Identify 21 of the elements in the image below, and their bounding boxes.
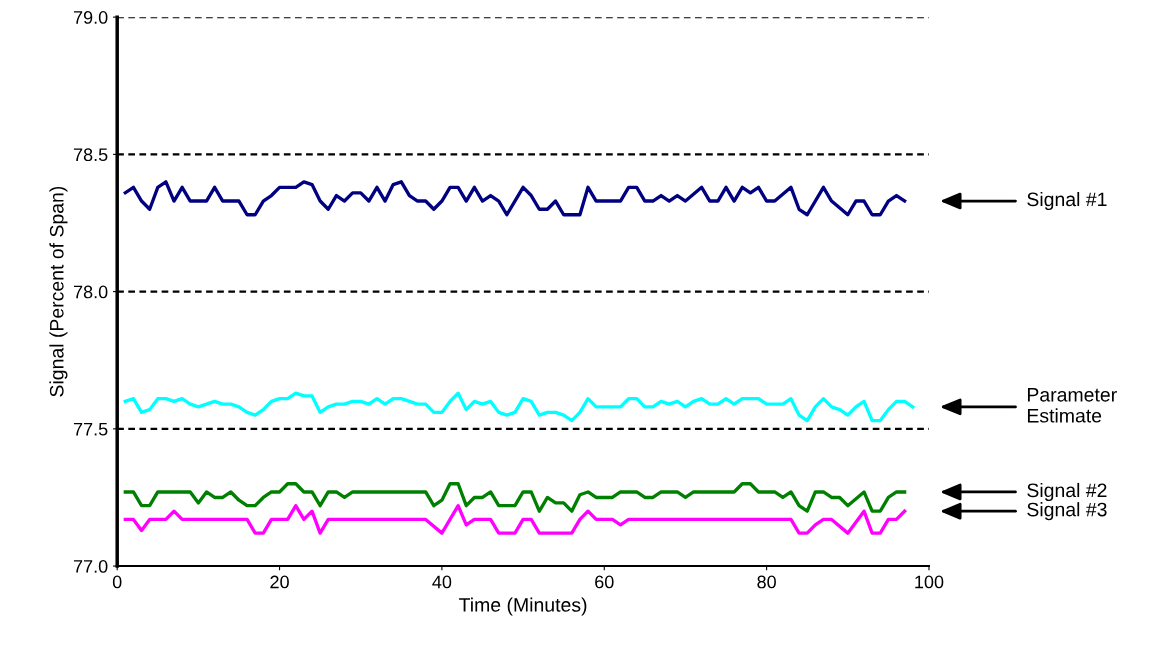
x-axis-title: Time (Minutes) [459, 597, 587, 616]
x-tick-label: 80 [757, 575, 776, 589]
line-series [123, 482, 907, 513]
y-tick-label: 77.0 [73, 560, 108, 573]
y-tick-label: 77.5 [73, 422, 108, 436]
x-tick-label: 40 [432, 575, 452, 589]
x-tick-label: 0 [112, 575, 122, 589]
line-series [123, 391, 915, 423]
x-tick-label: 20 [270, 575, 289, 589]
y-tick-label: 79.0 [73, 11, 108, 24]
y-axis-title: Signal (Percent of Span) [49, 186, 68, 397]
x-tick-label: 60 [595, 575, 614, 589]
line-series [123, 180, 907, 217]
y-tick-label: 78.5 [73, 148, 108, 162]
text: Signal #3 [1027, 502, 1107, 521]
text: Signal #1 [1027, 191, 1107, 211]
text: Parameter Estimate [1027, 388, 1117, 423]
line-series [123, 504, 907, 535]
y-tick-label: 78.0 [73, 285, 108, 299]
text: Signal #2 [1027, 482, 1107, 502]
x-tick-label: 100 [915, 575, 944, 589]
